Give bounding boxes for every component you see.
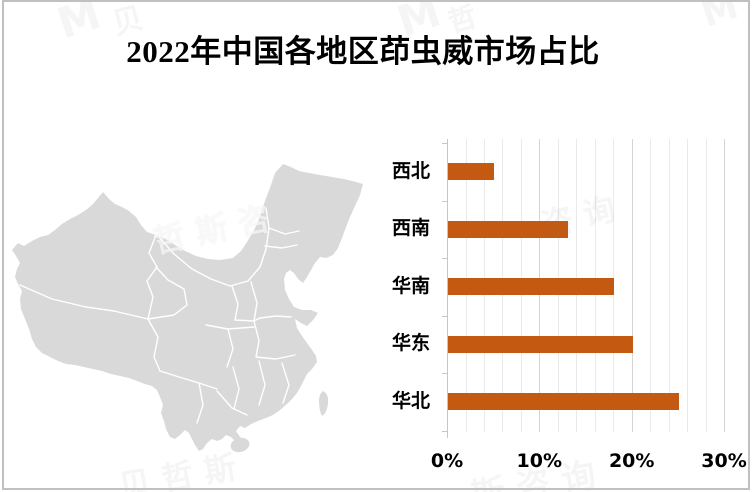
axis-tick-mark [442,430,447,432]
china-outline [12,164,363,451]
axis-tick-mark [442,258,447,259]
bar-华南 [448,278,615,296]
category-label: 华北 [391,390,430,412]
category-label: 华南 [391,275,430,297]
axis-tick-mark [442,200,447,202]
bar-chart: 西北西南华南华东华北 0% 10% 20% 30% [381,139,747,484]
category-label: 西南 [391,218,430,240]
province-borders [19,207,300,424]
axis-tick-mark [442,315,447,317]
taiwan-island [319,391,329,416]
x-axis-tick-label: 20% [608,450,655,472]
x-axis-tick-label: 30% [701,450,747,472]
chart-title: 2022年中国各地区茚虫威市场占比 [126,34,600,69]
category-label: 西北 [391,160,430,182]
category-axis-line [447,139,448,438]
bar-华北 [448,393,679,411]
x-axis-tick-label: 0% [430,450,464,472]
axis-tick-mark [442,143,447,144]
major-gridline [724,139,725,432]
hainan-island [230,437,250,453]
bar-华东 [448,335,633,353]
minor-gridline [687,139,689,432]
major-gridline [631,139,633,432]
minor-gridline [668,139,670,432]
china-map-svg [12,164,363,453]
category-label: 华东 [391,333,430,355]
bar-西南 [448,220,568,238]
minor-gridline [705,139,707,432]
minor-gridline [650,139,652,432]
china-map [8,158,368,455]
axis-tick-mark [442,373,447,374]
x-axis-tick-label: 10% [516,450,563,472]
bar-西北 [448,163,495,181]
